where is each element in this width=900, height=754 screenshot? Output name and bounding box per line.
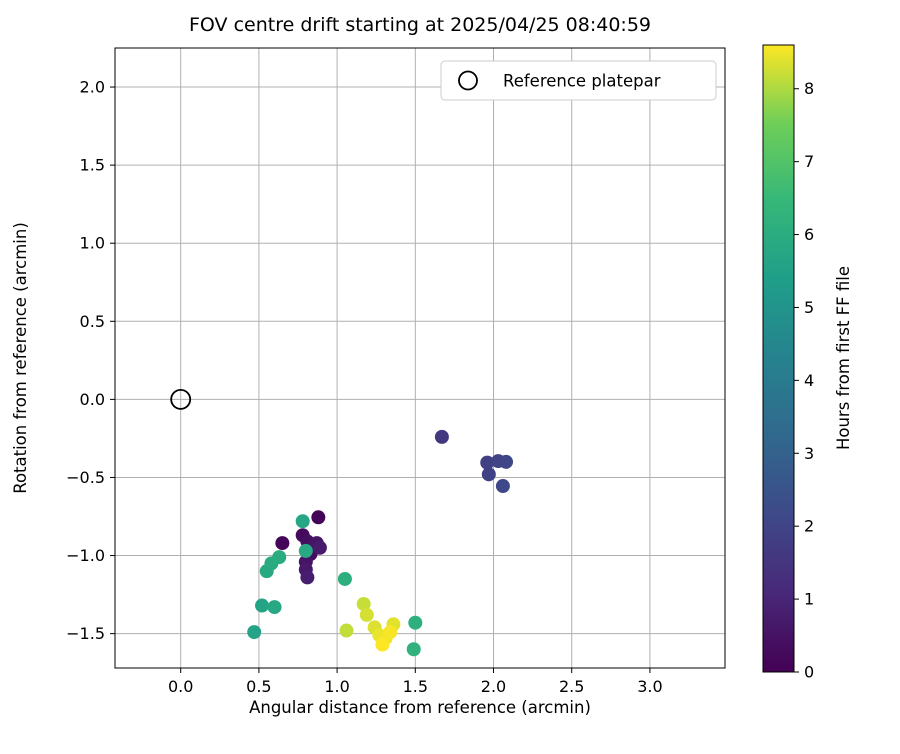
plot-frame	[114, 47, 726, 669]
x-tick-label: 2.5	[559, 677, 584, 696]
scatter-point	[356, 596, 371, 611]
y-tick-label: −0.5	[66, 468, 105, 487]
scatter-point	[495, 479, 510, 494]
colorbar-tick-label: 1	[804, 590, 814, 609]
scatter-point	[383, 625, 398, 640]
x-tick-label: 3.0	[637, 677, 662, 696]
colorbar-tick-label: 2	[804, 517, 814, 536]
y-tick-label: 2.0	[80, 78, 105, 97]
x-tick-label: 1.0	[324, 677, 349, 696]
colorbar-tick-label: 7	[804, 152, 814, 171]
y-axis-label: Rotation from reference (arcmin)	[11, 222, 30, 494]
scatter-point	[406, 642, 421, 657]
legend-box	[440, 60, 717, 101]
grid-lines	[115, 48, 725, 668]
y-tick-label: 1.0	[80, 234, 105, 253]
colorbar: 0 1 2 3 4 5 6 7 8 Hours from first FF file	[762, 44, 853, 682]
colorbar-tick-label: 0	[804, 663, 814, 682]
y-tick-label: 0.5	[80, 312, 105, 331]
colorbar-tick-label: 8	[804, 79, 814, 98]
colorbar-gradient	[762, 44, 795, 673]
scatter-points	[247, 429, 514, 657]
scatter-point	[311, 510, 326, 525]
legend: Reference platepar	[440, 60, 717, 101]
scatter-point	[275, 536, 290, 551]
y-tick-label: 1.5	[80, 156, 105, 175]
scatter-point	[434, 429, 449, 444]
scatter-point	[298, 543, 313, 558]
y-tick-label: 0.0	[80, 390, 105, 409]
chart-title: FOV centre drift starting at 2025/04/25 …	[189, 14, 651, 36]
x-tick-label: 2.0	[481, 677, 506, 696]
colorbar-ticks: 0 1 2 3 4 5 6 7 8	[794, 79, 814, 682]
x-tick-label: 0.0	[168, 677, 193, 696]
scatter-point	[339, 623, 354, 638]
axis-ticks: 0.0 0.5 1.0 1.5 2.0 2.5 3.0 −1.5 −1.0 −0.5 0.0 0.5 1…	[66, 78, 663, 696]
y-tick-label: −1.5	[66, 624, 105, 643]
scatter-point	[408, 615, 423, 630]
scatter-point	[481, 467, 496, 482]
legend-reference-marker-icon	[458, 70, 478, 91]
scatter-point	[255, 598, 270, 613]
scatter-point	[480, 455, 495, 470]
colorbar-tick-label: 3	[804, 444, 814, 463]
scatter-point	[295, 514, 310, 529]
y-tick-label: −1.0	[66, 546, 105, 565]
scatter-point	[359, 607, 374, 622]
reference-platepar-marker	[170, 388, 192, 410]
scatter-point	[267, 600, 282, 615]
scatter-point	[300, 570, 315, 585]
colorbar-label: Hours from first FF file	[834, 266, 853, 450]
scatter-point	[375, 637, 390, 652]
scatter-point	[272, 550, 287, 565]
scatter-point	[312, 540, 327, 555]
colorbar-tick-label: 4	[804, 371, 814, 390]
legend-label: Reference platepar	[503, 72, 661, 91]
scatter-point	[499, 454, 514, 469]
scatter-point	[247, 625, 262, 640]
scatter-point	[337, 571, 352, 586]
x-tick-label: 0.5	[246, 677, 271, 696]
colorbar-tick-label: 5	[804, 298, 814, 317]
x-axis-label: Angular distance from reference (arcmin)	[249, 698, 591, 717]
colorbar-tick-label: 6	[804, 225, 814, 244]
x-tick-label: 1.5	[403, 677, 428, 696]
